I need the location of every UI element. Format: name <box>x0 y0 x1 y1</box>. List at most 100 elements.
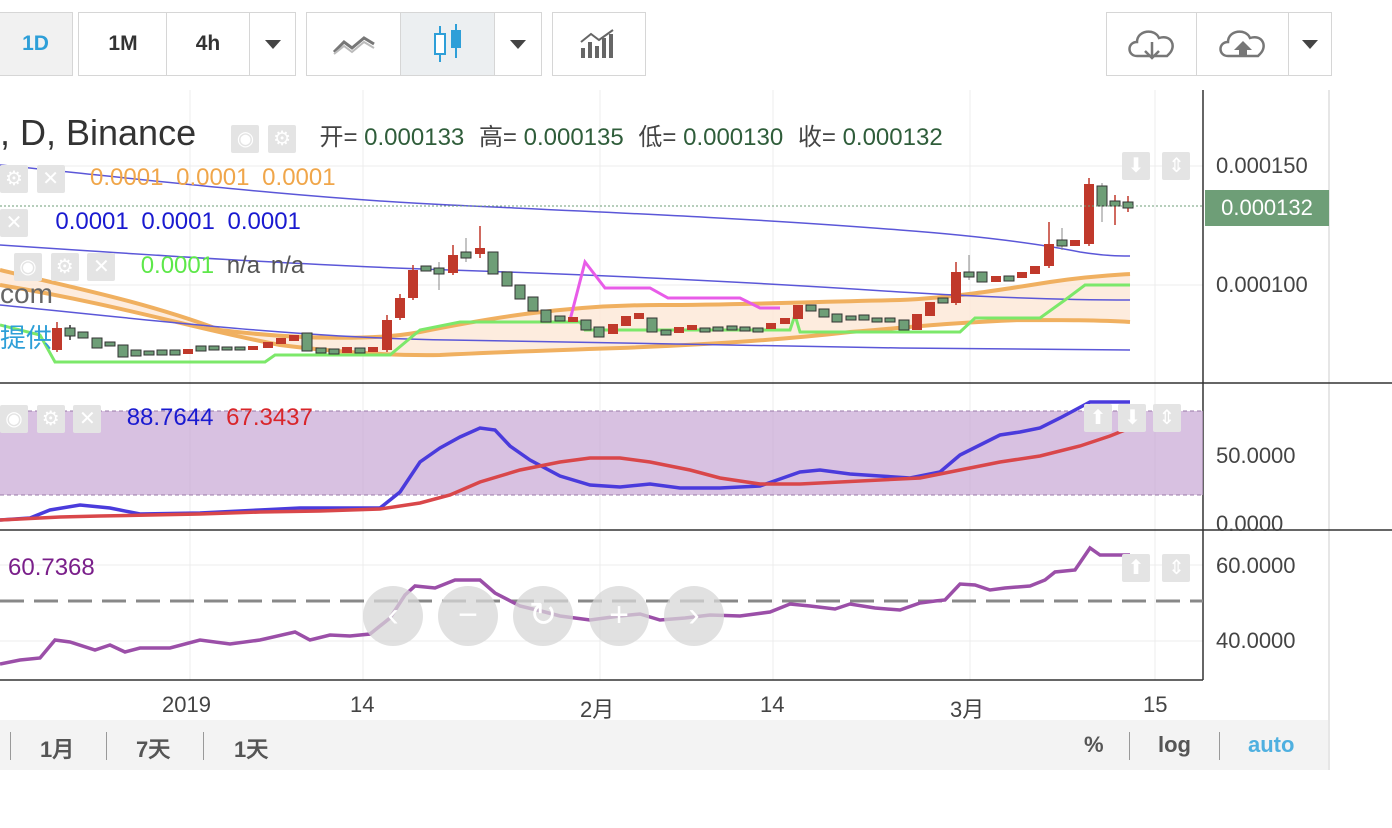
indicator1-value: 0.0001 <box>262 164 336 191</box>
stoch-legend: ◉ ⚙ ✕ 88.7644 67.3437 <box>0 404 313 433</box>
stoch-pane-controls: ⬆ ⬇ ⇕ <box>1084 404 1183 432</box>
main-pane-controls: ⬇ ⇕ <box>1122 152 1192 180</box>
chart-title-legend: , D, Binance ◉ ⚙ 开= 0.000133 高= 0.000135… <box>0 112 943 154</box>
candlestick-icon <box>434 24 461 62</box>
rsi-pane-controls: ⬆ ⇕ <box>1122 554 1192 582</box>
indicator2-value: 0.0001 <box>227 208 301 235</box>
chart-type-dropdown-button[interactable] <box>494 12 542 76</box>
line-chart-icon <box>332 36 375 55</box>
cloud-upload-button[interactable] <box>1196 12 1290 76</box>
interval-1d-button[interactable]: 1D <box>0 12 73 76</box>
range-7-day-button[interactable]: 7天 <box>136 737 171 762</box>
range-1-month-button[interactable]: 1月 <box>40 737 75 762</box>
close-icon[interactable]: ✕ <box>36 164 65 193</box>
separator <box>106 732 107 760</box>
rsi-value: 60.7368 <box>8 554 95 581</box>
separator <box>1129 732 1130 760</box>
low-label: 低= <box>638 124 677 151</box>
log-scale-button[interactable]: log <box>1158 732 1191 757</box>
candlestick-chart-button[interactable] <box>400 12 496 76</box>
time-axis-label: 15 <box>1143 692 1168 717</box>
close-value: 0.000132 <box>842 124 943 151</box>
band-upper <box>0 164 1131 257</box>
watermark-text: com <box>0 278 53 309</box>
interval-dropdown-button[interactable] <box>249 12 296 76</box>
open-value: 0.000133 <box>364 124 465 151</box>
indicator2-legend: ✕ 0.0001 0.0001 0.0001 <box>0 208 301 237</box>
indicator3-value: n/a <box>226 252 261 279</box>
separator <box>1219 732 1220 760</box>
low-value: 0.000130 <box>683 124 784 151</box>
arrows-vertical-icon[interactable]: ⇕ <box>1162 152 1191 180</box>
eye-icon[interactable]: ◉ <box>0 404 28 433</box>
chevron-down-icon <box>264 39 281 49</box>
cloud-download-icon <box>1128 30 1174 60</box>
band-lower <box>0 304 1131 351</box>
rsi-axis-label: 60.0000 <box>1216 553 1296 578</box>
arrows-vertical-icon[interactable]: ⇕ <box>1162 554 1191 582</box>
gear-icon[interactable]: ⚙ <box>0 164 28 193</box>
band-middle <box>0 244 1131 301</box>
high-label: 高= <box>478 124 517 151</box>
indicator1-value: 0.0001 <box>90 164 164 191</box>
cloud-dropdown-button[interactable] <box>1288 12 1332 76</box>
time-axis-label: 3月 <box>950 697 985 722</box>
zoom-in-icon[interactable]: + <box>589 586 649 646</box>
indicator1-value: 0.0001 <box>176 164 250 191</box>
arrows-vertical-icon[interactable]: ⇕ <box>1152 404 1181 432</box>
close-icon[interactable]: ✕ <box>73 404 102 433</box>
chevron-right-icon[interactable]: › <box>664 586 724 646</box>
separator <box>10 732 11 760</box>
close-icon[interactable]: ✕ <box>0 208 28 237</box>
bottom-toolbar: 1月 7天 1天 % log auto <box>0 720 1328 770</box>
stoch-d-line <box>0 426 1131 522</box>
indicators-button[interactable] <box>552 12 646 76</box>
range-1-day-button[interactable]: 1天 <box>234 737 269 762</box>
arrow-down-icon[interactable]: ⬇ <box>1122 152 1150 180</box>
line-chart-button[interactable] <box>306 12 402 76</box>
symbol-title: , D, Binance <box>0 112 197 153</box>
close-icon[interactable]: ✕ <box>87 252 116 281</box>
watermark-link[interactable]: 提供 <box>0 323 53 353</box>
time-axis-label: 2月 <box>580 697 615 722</box>
time-axis-label: 14 <box>760 692 785 717</box>
reset-icon[interactable]: ↻ <box>513 586 573 646</box>
rsi-line <box>0 545 1130 666</box>
interval-1m-button[interactable]: 1M <box>78 12 168 76</box>
pink-line <box>568 258 780 321</box>
indicators-icon <box>580 29 614 58</box>
chevron-down-icon <box>1302 39 1318 49</box>
percent-scale-button[interactable]: % <box>1084 732 1104 757</box>
rsi-legend: 60.7368 <box>8 554 95 582</box>
indicator2-value: 0.0001 <box>55 208 129 235</box>
time-axis-label: 2019 <box>162 692 211 717</box>
stoch-axis-label: 0.0000 <box>1216 511 1284 536</box>
gear-icon[interactable]: ⚙ <box>268 124 297 153</box>
zoom-out-icon[interactable]: − <box>438 586 498 646</box>
time-axis-label: 14 <box>350 692 375 717</box>
chevron-left-icon[interactable]: ‹ <box>363 586 423 646</box>
separator <box>203 732 204 760</box>
high-value: 0.000135 <box>523 124 624 151</box>
cloud-area <box>0 270 1130 356</box>
arrow-up-icon[interactable]: ⬆ <box>1122 554 1150 582</box>
cloud-line-lower <box>0 283 1131 358</box>
indicator3-value: 0.0001 <box>140 252 215 279</box>
stoch-band <box>0 411 1203 495</box>
indicator3-legend: ◉ ⚙ ✕ 0.0001 n/a n/a <box>14 252 304 281</box>
gear-icon[interactable]: ⚙ <box>36 404 65 433</box>
auto-scale-button[interactable]: auto <box>1248 732 1295 757</box>
eye-icon[interactable]: ◉ <box>14 252 42 281</box>
arrow-up-icon[interactable]: ⬆ <box>1084 404 1112 432</box>
price-axis-label: 0.000100 <box>1216 272 1308 297</box>
arrow-down-icon[interactable]: ⬇ <box>1118 404 1147 432</box>
eye-icon[interactable]: ◉ <box>231 124 260 153</box>
open-label: 开= <box>319 124 358 151</box>
chevron-down-icon <box>510 39 526 49</box>
cloud-upload-icon <box>1219 30 1265 58</box>
interval-4h-button[interactable]: 4h <box>166 12 250 76</box>
stoch-d-value: 67.3437 <box>226 404 313 431</box>
candles <box>52 178 1134 358</box>
gear-icon[interactable]: ⚙ <box>50 252 79 281</box>
